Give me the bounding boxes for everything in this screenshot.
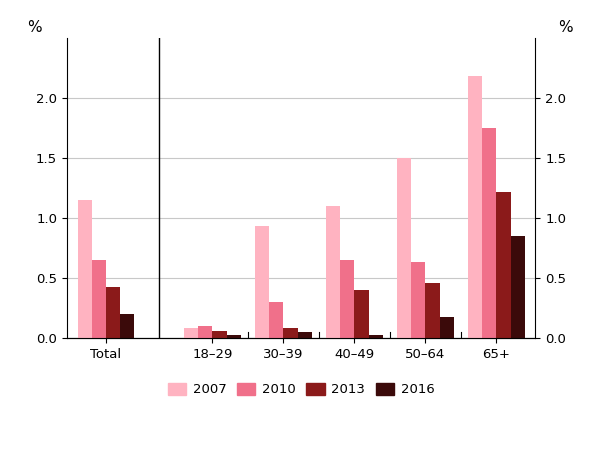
Bar [468, 76, 482, 338]
Bar [440, 317, 454, 338]
Bar [397, 158, 411, 338]
Bar [255, 226, 269, 338]
Bar [120, 314, 134, 338]
Bar [511, 236, 525, 338]
Text: %: % [27, 20, 41, 35]
Bar [368, 336, 383, 338]
Bar [212, 331, 227, 338]
Bar [106, 287, 120, 338]
Legend: 2007, 2010, 2013, 2016: 2007, 2010, 2013, 2016 [163, 377, 440, 402]
Bar [425, 283, 440, 338]
Bar [482, 128, 496, 338]
Bar [198, 326, 212, 338]
Bar [411, 262, 425, 338]
Bar [269, 302, 283, 338]
Bar [283, 328, 298, 338]
Bar [227, 336, 241, 338]
Bar [298, 332, 312, 338]
Bar [184, 328, 198, 338]
Text: %: % [559, 20, 573, 35]
Bar [496, 192, 511, 338]
Bar [92, 260, 106, 338]
Bar [355, 290, 368, 338]
Bar [340, 260, 355, 338]
Bar [77, 200, 92, 338]
Bar [326, 206, 340, 338]
